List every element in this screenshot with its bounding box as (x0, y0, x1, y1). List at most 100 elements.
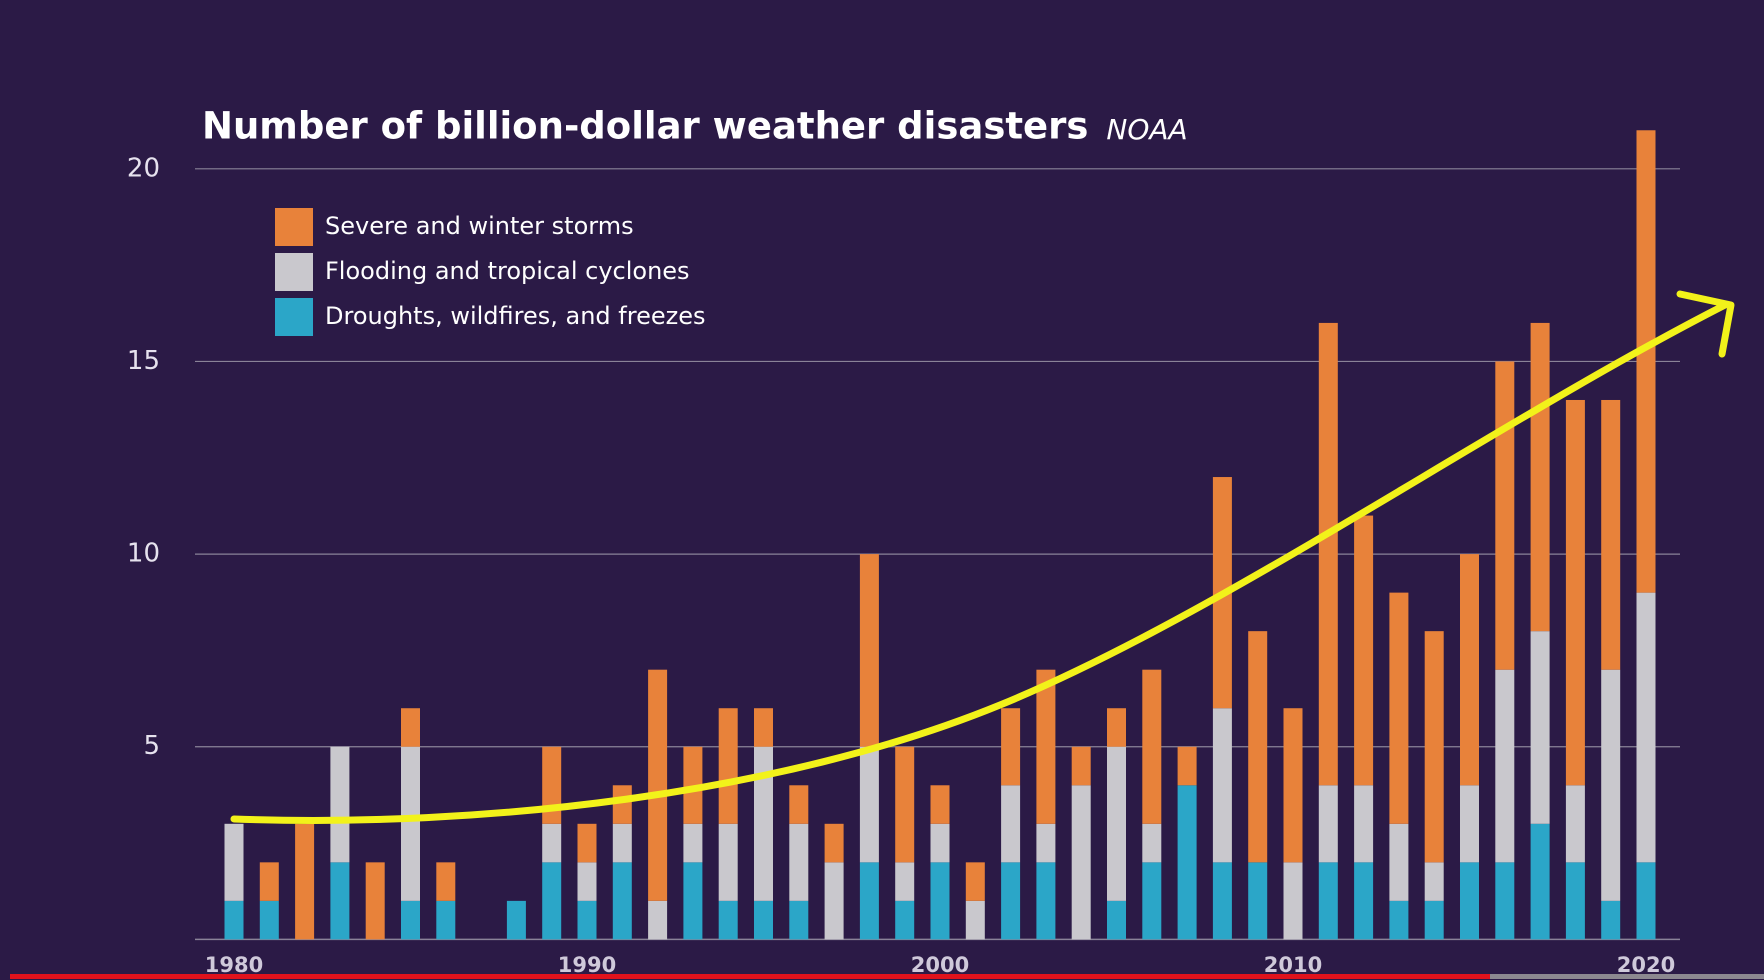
bar-segment (1424, 631, 1444, 863)
legend-swatch (275, 298, 313, 336)
bar-segment (1565, 862, 1585, 940)
chart-title: Number of billion-dollar weather disaste… (202, 105, 1088, 148)
bar-segment (1318, 862, 1338, 940)
bar-segment (1036, 823, 1056, 863)
bar-segment (895, 746, 915, 863)
bar-segment (330, 746, 350, 863)
bar-segment (1001, 708, 1021, 786)
bar-segment (789, 823, 809, 901)
bar-segment (1036, 669, 1056, 824)
progress-bar (10, 974, 1490, 979)
legend-swatch (275, 208, 313, 246)
y-tick-label: 10 (127, 539, 160, 569)
bar-segment (1530, 322, 1550, 632)
bar-segment (1636, 130, 1656, 593)
bar-segment (1318, 322, 1338, 786)
bar-segment (365, 862, 385, 940)
bar-segment (965, 862, 985, 901)
bar-segment (754, 708, 773, 747)
bar-segment (1495, 361, 1515, 670)
bar-segment (824, 823, 844, 863)
bar-segment (542, 862, 562, 940)
trend-arrow (230, 301, 1729, 824)
bar-segment (1636, 862, 1656, 940)
bar-segment (436, 900, 456, 940)
bar-segment (577, 900, 597, 940)
bar-segment (1389, 900, 1409, 940)
bar-segment (1107, 900, 1126, 940)
bar-segment (1495, 862, 1515, 940)
bar-segment (1107, 708, 1126, 747)
bar-segment (1460, 862, 1479, 940)
bar-segment (259, 900, 279, 940)
bar-segment (1107, 746, 1126, 901)
bar-segment (1424, 862, 1444, 901)
bar-segment (930, 862, 950, 940)
bar-segment (1354, 862, 1374, 940)
bar-segment (1248, 631, 1268, 863)
bar-segment (1001, 862, 1021, 940)
x-tick-label: 1980 (205, 953, 263, 977)
bar-segment (789, 900, 809, 940)
bar-segment (789, 785, 809, 824)
bar-segment (1142, 823, 1162, 863)
bar-segment (1212, 708, 1232, 863)
bar-segment (930, 785, 950, 824)
bar-segment (859, 862, 879, 940)
bar-segment (859, 554, 879, 747)
legend-label: Droughts, wildfires, and freezes (325, 302, 705, 330)
bar-segment (224, 823, 244, 901)
bar-segment (1460, 785, 1479, 863)
bar-segment (1424, 900, 1444, 940)
bar-segment (1389, 823, 1409, 901)
bar-segment (401, 708, 420, 747)
bar-segment (295, 823, 315, 940)
chart-subtitle: NOAA (1106, 113, 1187, 146)
bar-segment (683, 862, 703, 940)
plot-area: 5 10 15 20 1980 1990 2000 2010 2020 (127, 130, 1680, 977)
bar-segment (718, 900, 738, 940)
bar-segment (1354, 515, 1374, 786)
y-tick-label: 20 (127, 153, 160, 183)
bar-segment (1530, 823, 1550, 940)
x-tick-label: 1990 (558, 953, 616, 977)
bar-segment (895, 862, 915, 901)
bar-segment (224, 900, 244, 940)
bar-segment (648, 900, 668, 940)
bar-segment (683, 823, 703, 863)
bar-segment (718, 708, 738, 824)
bar-segment (754, 900, 773, 940)
bar-segment (1177, 746, 1197, 786)
bar-segment (401, 900, 420, 940)
bar-segment (612, 823, 632, 863)
bar-segment (436, 862, 456, 901)
bar-segment (859, 746, 879, 863)
bar-segment (683, 746, 703, 824)
bar-segment (577, 823, 597, 863)
y-tick-label: 15 (127, 346, 160, 376)
bar-segment (577, 862, 597, 901)
bar-segment (1071, 785, 1091, 940)
bar-segment (1283, 708, 1303, 863)
bar-segment (1495, 669, 1515, 863)
bar-segment (754, 746, 773, 901)
bar-segment (1530, 631, 1550, 824)
bar-segment (1318, 785, 1338, 863)
x-tick-label: 2020 (1617, 953, 1675, 977)
bar-segment (506, 900, 526, 940)
bar-segment (1036, 862, 1056, 940)
bar-segment (330, 862, 350, 940)
bar-segment (648, 669, 668, 901)
bar-segment (1565, 399, 1585, 786)
bar-segment (824, 862, 844, 940)
progress-track (1490, 974, 1764, 979)
bar-segment (1248, 862, 1268, 940)
bar-segment (1142, 862, 1162, 940)
bar-segment (1565, 785, 1585, 863)
legend-swatch (275, 253, 313, 291)
bar-segment (930, 823, 950, 863)
bar-segment (718, 823, 738, 901)
bar-segment (1283, 862, 1303, 940)
